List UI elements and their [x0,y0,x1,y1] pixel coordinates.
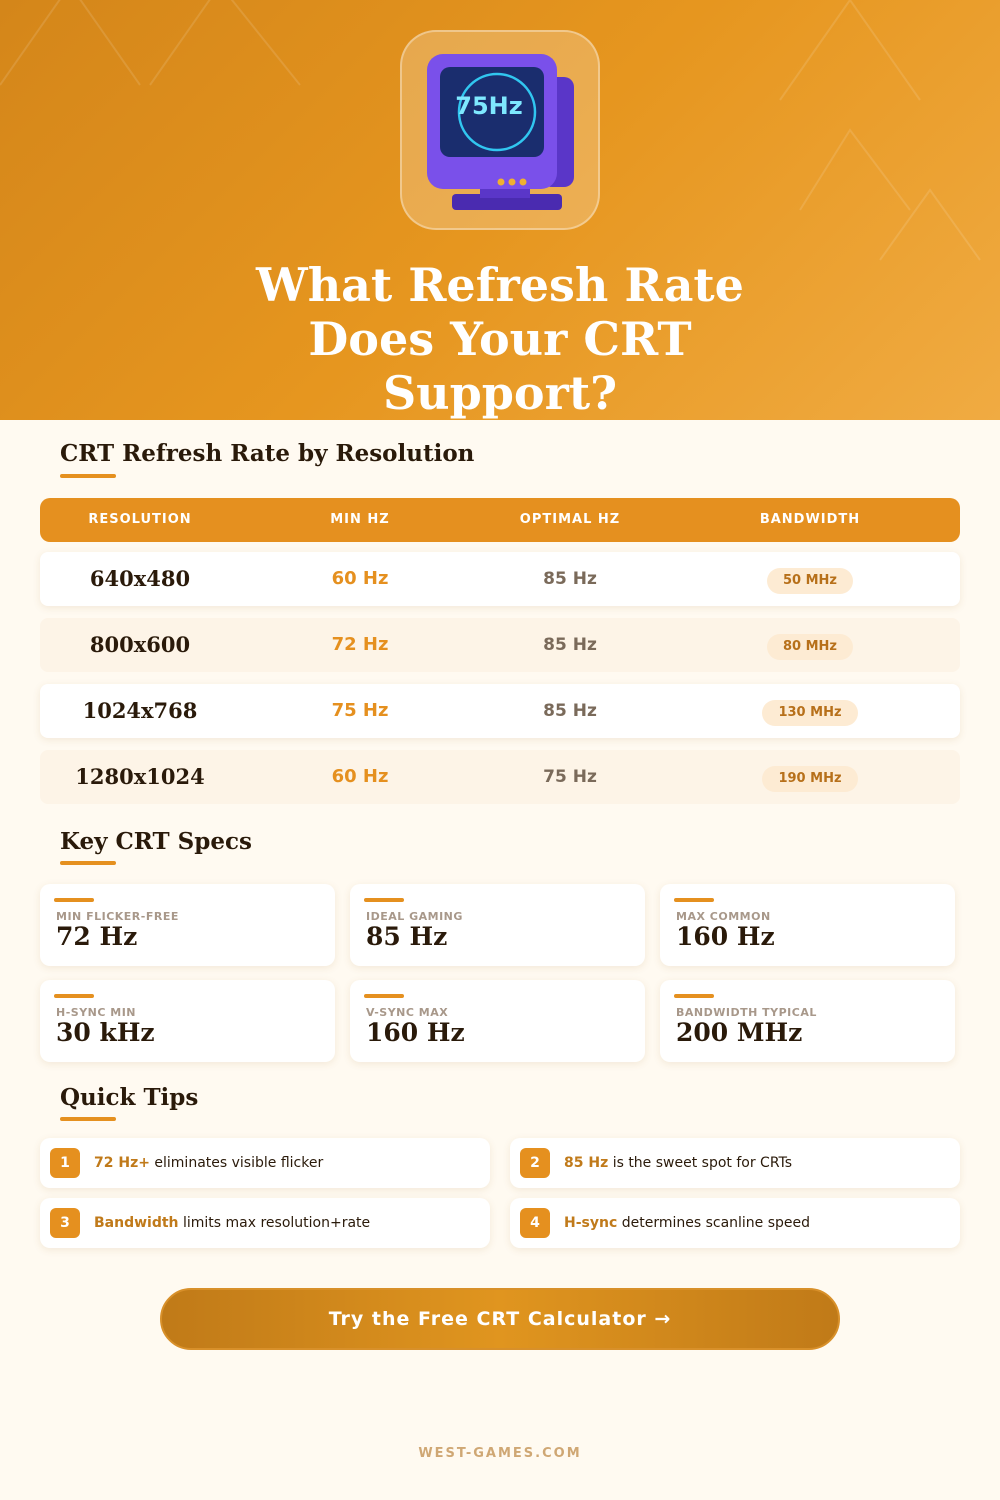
bandwidth-cell: 50 MHz [690,552,930,606]
spec-value: 30 kHz [56,1018,155,1047]
card-accent [54,994,94,998]
bandwidth-pill: 50 MHz [767,568,853,594]
optimal-hz: 85 Hz [543,569,597,589]
table-row: 800x600 72 Hz 85 Hz 80 MHz [40,618,960,672]
resolution: 1024x768 [82,698,198,723]
card-accent [364,898,404,902]
spec-label: MIN FLICKER-FREE [56,910,179,923]
tip-card: 4 H-sync determines scanline speed [510,1198,960,1248]
spec-value: 160 Hz [366,1018,465,1047]
spec-card: BANDWIDTH TYPICAL 200 MHz [660,980,955,1062]
tip-card: 3 Bandwidth limits max resolution+rate [40,1198,490,1248]
table-row: 1024x768 75 Hz 85 Hz 130 MHz [40,684,960,738]
column-header: OPTIMAL HZ [519,512,621,527]
card-accent [54,898,94,902]
optimal-hz: 85 Hz [543,701,597,721]
min-hz: 72 Hz [331,634,389,655]
table-row: 640x480 60 Hz 85 Hz 50 MHz [40,552,960,606]
bandwidth-cell: 190 MHz [690,750,930,804]
tip-body: limits max resolution+rate [182,1215,371,1231]
min-hz: 60 Hz [331,766,389,787]
spec-card: MIN FLICKER-FREE 72 Hz [40,884,335,966]
spec-label: IDEAL GAMING [366,910,463,923]
column-header: BANDWIDTH [759,512,861,527]
bandwidth-pill: 130 MHz [762,700,858,726]
section-underline [60,861,116,865]
tip-number: 3 [50,1208,80,1238]
bandwidth-pill: 80 MHz [767,634,853,660]
tip-text: Bandwidth limits max resolution+rate [94,1198,370,1248]
resolution: 640x480 [89,566,191,591]
spec-card: MAX COMMON 160 Hz [660,884,955,966]
section-underline [60,1117,116,1121]
header: 75Hz What Refresh Rate Does Your CRT Sup… [0,0,1000,420]
resolution: 800x600 [89,632,191,657]
bandwidth-cell: 130 MHz [690,684,930,738]
spec-label: V-SYNC MAX [366,1006,449,1019]
tip-text: H-sync determines scanline speed [564,1198,810,1248]
tip-highlight: H-sync [564,1215,618,1231]
optimal-hz: 85 Hz [543,635,597,655]
spec-label: BANDWIDTH TYPICAL [676,1006,817,1019]
tip-highlight: 72 Hz+ [94,1155,150,1171]
tip-text: 85 Hz is the sweet spot for CRTs [564,1138,792,1188]
bandwidth-pill: 190 MHz [762,766,858,792]
column-header: MIN HZ [330,512,390,527]
spec-label: H-SYNC MIN [56,1006,137,1019]
app-icon: 75Hz [400,30,600,230]
bandwidth-cell: 80 MHz [690,618,930,672]
spec-value: 160 Hz [676,922,775,951]
spec-value: 200 MHz [676,1018,803,1047]
tip-body: eliminates visible flicker [154,1155,324,1171]
min-hz: 60 Hz [331,568,389,589]
spec-label: MAX COMMON [676,910,771,923]
section-title: CRT Refresh Rate by Resolution [60,440,475,467]
card-accent [364,994,404,998]
optimal-hz: 75 Hz [543,767,597,787]
tip-text: 72 Hz+ eliminates visible flicker [94,1138,323,1188]
spec-card: IDEAL GAMING 85 Hz [350,884,645,966]
tip-card: 1 72 Hz+ eliminates visible flicker [40,1138,490,1188]
crt-illustration: 75Hz [427,54,574,210]
spec-value: 85 Hz [366,922,448,951]
tip-number: 4 [520,1208,550,1238]
tip-card: 2 85 Hz is the sweet spot for CRTs [510,1138,960,1188]
card-accent [674,898,714,902]
icon-text: 75Hz [455,92,522,120]
tip-number: 2 [520,1148,550,1178]
card-accent [674,994,714,998]
tip-body: determines scanline speed [621,1215,811,1231]
resolution: 1280x1024 [75,764,205,789]
section-underline [60,474,116,478]
spec-card: H-SYNC MIN 30 kHz [40,980,335,1062]
min-hz: 75 Hz [331,700,389,721]
tip-body: is the sweet spot for CRTs [612,1155,793,1171]
tip-number: 1 [50,1148,80,1178]
tip-highlight: Bandwidth [94,1215,179,1231]
page-title: What Refresh Rate Does Your CRT Support? [256,258,744,420]
footer: WEST-GAMES.COM [418,1446,582,1461]
section-title: Key CRT Specs [60,828,252,855]
tip-highlight: 85 Hz [564,1155,609,1171]
table-header: RESOLUTION MIN HZ OPTIMAL HZ BANDWIDTH [40,498,960,542]
spec-value: 72 Hz [56,922,138,951]
column-header: RESOLUTION [88,512,192,527]
table-row: 1280x1024 60 Hz 75 Hz 190 MHz [40,750,960,804]
cta-button[interactable]: Try the Free CRT Calculator → [160,1288,840,1350]
section-title: Quick Tips [60,1084,199,1111]
spec-card: V-SYNC MAX 160 Hz [350,980,645,1062]
